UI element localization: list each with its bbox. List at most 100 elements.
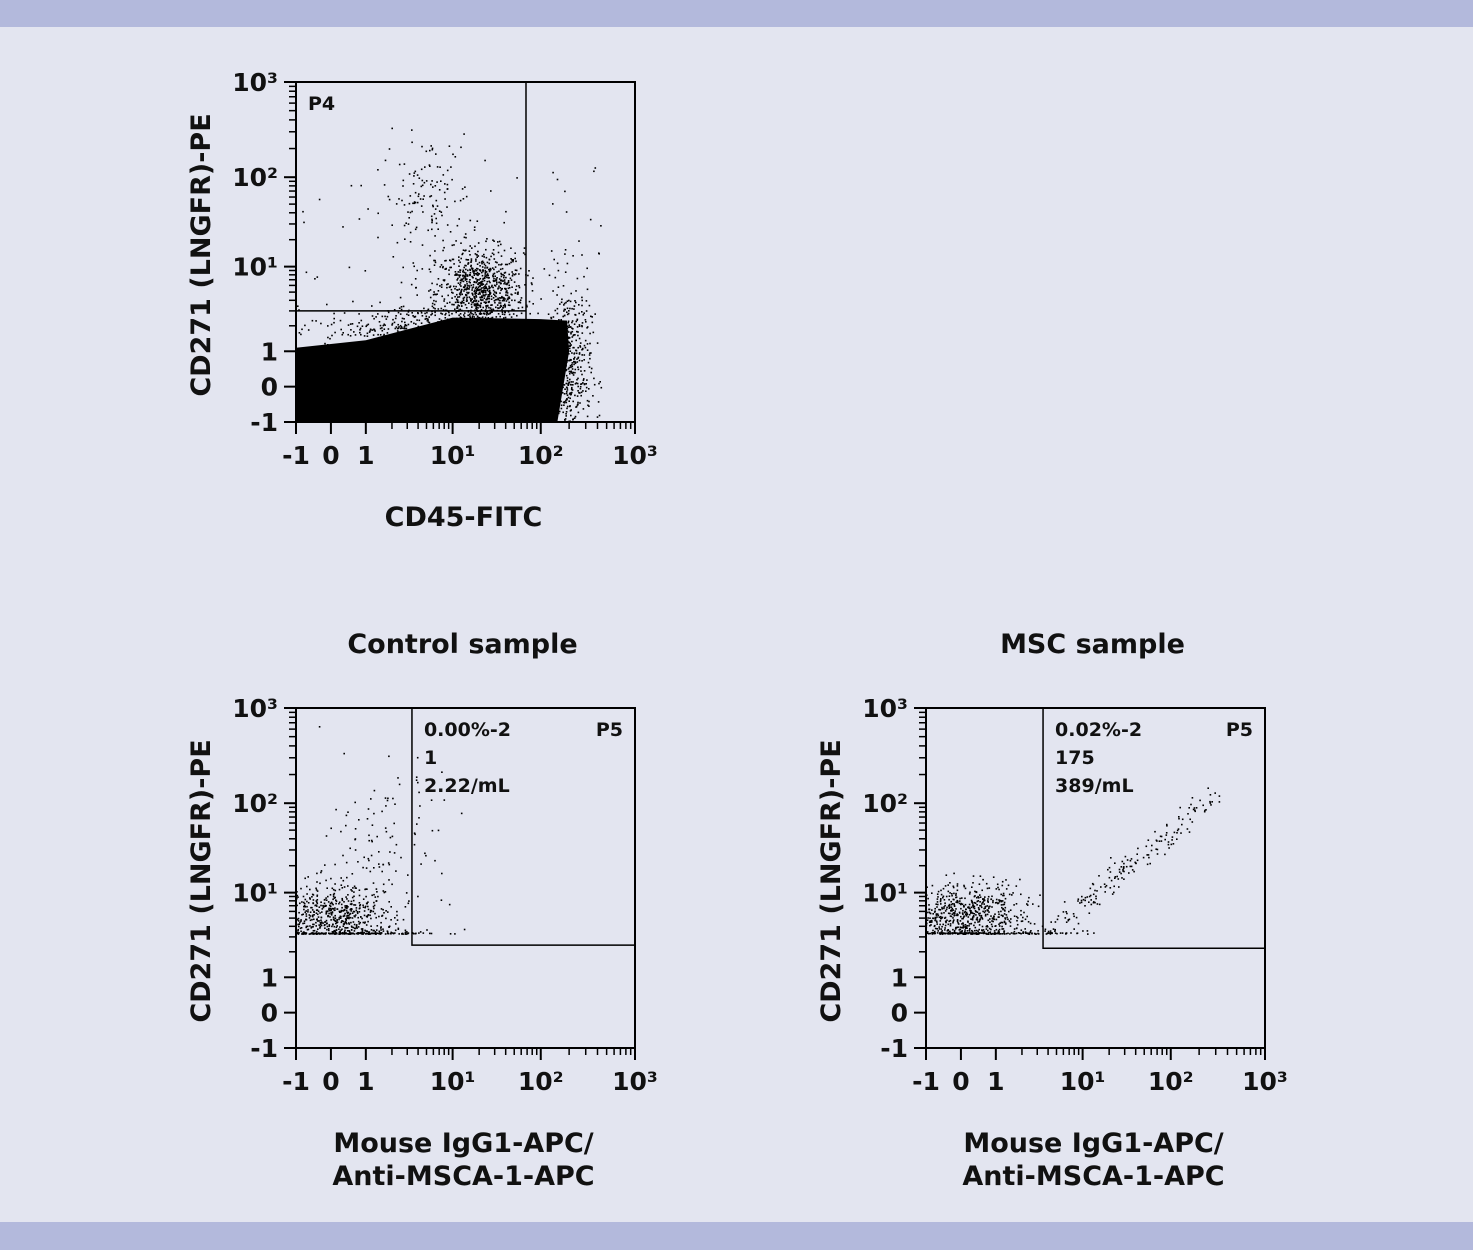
event-dot xyxy=(580,430,582,432)
event-dot xyxy=(459,292,462,294)
event-dot xyxy=(957,921,959,924)
event-dot xyxy=(474,298,476,300)
event-dot xyxy=(560,385,562,387)
event-dot xyxy=(355,926,358,928)
event-dot xyxy=(979,875,982,877)
event-dot xyxy=(445,312,447,315)
event-dot xyxy=(941,930,943,932)
event-dot xyxy=(973,901,976,904)
event-dot xyxy=(359,327,362,330)
event-dot xyxy=(367,905,369,908)
event-dot xyxy=(261,920,263,922)
event-dot xyxy=(483,287,486,290)
event-dot xyxy=(987,932,990,935)
event-dot xyxy=(992,920,994,923)
event-dot xyxy=(363,910,366,912)
x-axis-title: Anti-MSCA-1-APC xyxy=(962,1161,1224,1192)
event-dot xyxy=(1133,870,1135,873)
event-dot xyxy=(574,415,577,418)
event-dot xyxy=(457,301,460,304)
event-dot xyxy=(911,914,913,916)
event-dot xyxy=(1156,853,1159,855)
event-dot xyxy=(366,341,369,344)
event-dot xyxy=(477,255,480,257)
event-dot xyxy=(388,335,390,337)
event-dot xyxy=(429,195,431,198)
event-dot xyxy=(491,252,494,255)
event-dot xyxy=(520,334,522,337)
event-dot xyxy=(569,410,572,412)
event-dot xyxy=(564,400,566,403)
event-dot xyxy=(1090,899,1092,901)
event-dot xyxy=(372,882,375,884)
event-dot xyxy=(476,319,478,322)
event-dot xyxy=(555,381,557,383)
event-dot xyxy=(570,388,573,390)
event-dot xyxy=(926,931,929,933)
event-dot xyxy=(1057,915,1060,917)
event-dot xyxy=(500,324,502,327)
event-dot xyxy=(436,324,438,327)
plot-frame xyxy=(295,707,636,1049)
event-dot xyxy=(368,346,370,348)
event-dot xyxy=(987,898,989,900)
event-dot xyxy=(317,910,320,913)
event-dot xyxy=(539,336,541,338)
event-dot xyxy=(304,324,306,327)
event-dot xyxy=(430,145,432,147)
event-dot xyxy=(570,468,572,470)
event-dot xyxy=(949,882,951,884)
event-dot xyxy=(375,916,377,919)
event-dot xyxy=(921,922,923,924)
event-dot xyxy=(481,260,484,263)
event-dot xyxy=(944,902,946,904)
event-dot xyxy=(297,928,299,931)
event-dot xyxy=(466,287,468,289)
event-dot xyxy=(978,928,980,931)
event-dot xyxy=(464,264,466,267)
event-dot xyxy=(369,909,372,912)
event-dot xyxy=(552,349,555,352)
event-dot xyxy=(449,337,452,340)
event-dot xyxy=(1020,893,1022,896)
event-dot xyxy=(1121,877,1123,879)
event-dot xyxy=(334,919,336,922)
event-dot xyxy=(596,416,599,418)
event-dot xyxy=(362,904,364,907)
event-dot xyxy=(324,932,327,935)
event-dot xyxy=(339,933,341,935)
event-dot xyxy=(944,904,946,907)
event-dot xyxy=(558,363,561,366)
event-dot xyxy=(421,350,424,352)
event-dot xyxy=(987,929,989,932)
event-dot xyxy=(560,360,562,363)
event-dot xyxy=(576,433,578,435)
event-dot xyxy=(434,329,437,331)
event-dot xyxy=(453,285,455,288)
event-dot xyxy=(503,221,505,224)
event-dot xyxy=(481,316,484,318)
event-dot xyxy=(455,325,457,328)
event-dot xyxy=(488,297,491,300)
event-dot xyxy=(1094,889,1096,892)
event-dot xyxy=(910,901,912,903)
event-dot xyxy=(268,915,270,917)
event-dot xyxy=(580,383,582,385)
event-dot xyxy=(498,302,500,304)
event-dot xyxy=(453,263,455,265)
event-dot xyxy=(370,932,372,935)
event-dot xyxy=(571,307,573,310)
event-dot xyxy=(563,404,565,406)
event-dot xyxy=(552,359,554,362)
event-dot xyxy=(578,240,580,242)
event-dot xyxy=(566,407,568,410)
event-dot xyxy=(302,931,305,933)
event-dot xyxy=(970,911,972,914)
event-dot xyxy=(370,854,373,857)
event-dot xyxy=(1210,804,1212,806)
event-dot xyxy=(312,930,315,932)
event-dot xyxy=(557,412,560,415)
event-dot xyxy=(456,279,458,281)
event-dot xyxy=(485,240,487,243)
event-dot xyxy=(1191,797,1194,799)
